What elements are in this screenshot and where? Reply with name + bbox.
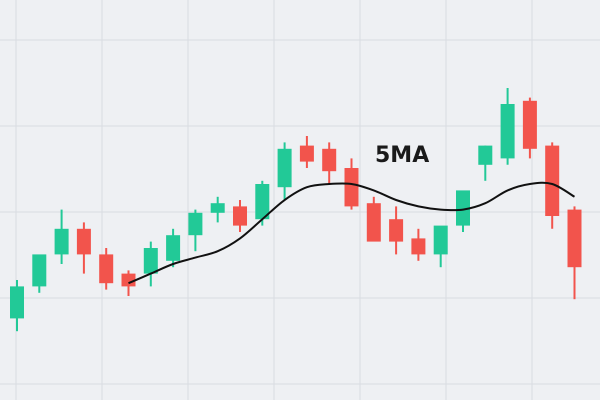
candle-up: [500, 88, 515, 165]
candle-body: [500, 104, 515, 159]
candle-up: [54, 209, 69, 264]
candle-body: [121, 273, 136, 287]
candle-down: [545, 142, 560, 229]
candle-down: [567, 206, 582, 300]
candle-body: [255, 184, 270, 220]
candle-up: [433, 225, 448, 268]
candle-body: [233, 206, 247, 226]
candle-down: [233, 200, 247, 232]
candle-body: [522, 100, 537, 149]
candle-body: [54, 228, 69, 255]
candle-body: [545, 145, 560, 216]
candle-down: [76, 222, 91, 274]
candle-body: [76, 228, 91, 255]
candle-body: [10, 286, 24, 319]
candle-body: [188, 212, 203, 236]
candle-up: [210, 196, 225, 223]
candle-down: [411, 228, 426, 261]
candles: [10, 88, 582, 332]
candle-body: [456, 190, 470, 226]
candle-down: [522, 97, 537, 159]
candle-body: [143, 248, 158, 274]
candle-body: [32, 254, 47, 287]
candle-body: [366, 203, 381, 242]
candle-up: [456, 190, 470, 232]
candle-body: [210, 203, 225, 213]
candle-up: [188, 209, 203, 252]
candle-body: [166, 235, 181, 261]
candle-up: [166, 228, 181, 268]
candle-down: [366, 196, 381, 242]
candle-body: [344, 168, 359, 207]
candle-body: [433, 225, 448, 255]
candle-up: [10, 280, 24, 332]
candle-body: [99, 254, 114, 284]
candle-body: [277, 148, 292, 188]
candle-body: [567, 209, 582, 268]
candle-up: [143, 241, 158, 287]
candle-body: [389, 219, 404, 242]
candle-down: [389, 206, 404, 255]
candle-body: [478, 145, 493, 165]
candle-body: [411, 238, 426, 255]
candle-down: [99, 248, 114, 290]
ma-label: 5MA: [375, 143, 429, 168]
candle-up: [277, 142, 292, 200]
candle-body: [299, 145, 314, 162]
candle-down: [322, 142, 337, 184]
ma-line: [128, 181, 576, 285]
candle-down: [299, 136, 314, 168]
candle-up: [478, 145, 493, 181]
candle-up: [32, 254, 47, 293]
candle-body: [322, 148, 337, 172]
